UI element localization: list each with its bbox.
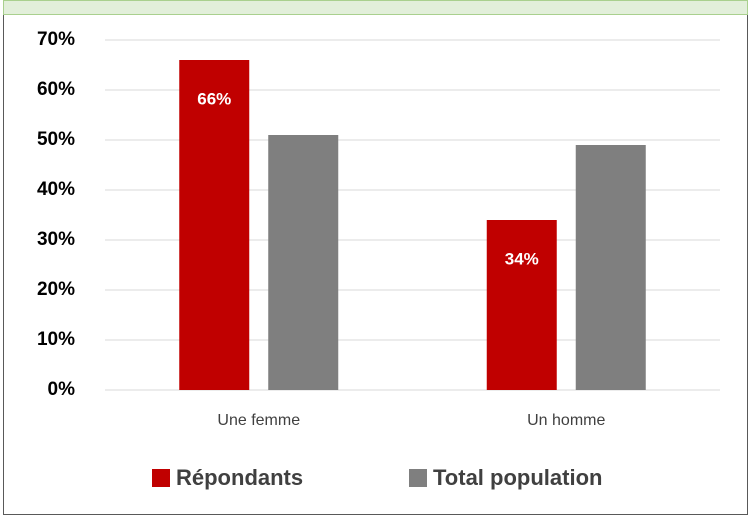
y-tick-label: 20%	[37, 279, 75, 300]
bar	[486, 220, 557, 390]
y-tick-label: 30%	[37, 229, 75, 250]
legend-swatch	[409, 469, 427, 487]
y-tick-label: 50%	[37, 129, 75, 150]
y-tick-label: 0%	[48, 379, 76, 400]
bar	[179, 60, 250, 390]
legend-label: Total population	[433, 465, 602, 490]
y-tick-label: 10%	[37, 329, 75, 350]
legend-label: Répondants	[176, 465, 303, 490]
legend-swatch	[152, 469, 170, 487]
bar	[268, 135, 339, 390]
y-tick-label: 60%	[37, 79, 75, 100]
header-strip	[3, 0, 748, 15]
data-label: 34%	[505, 249, 539, 268]
x-tick-label: Une femme	[217, 412, 300, 429]
y-tick-label: 70%	[37, 29, 75, 50]
y-tick-label: 40%	[37, 179, 75, 200]
data-label: 66%	[197, 89, 231, 108]
bar	[575, 145, 646, 390]
x-tick-label: Un homme	[527, 412, 605, 429]
